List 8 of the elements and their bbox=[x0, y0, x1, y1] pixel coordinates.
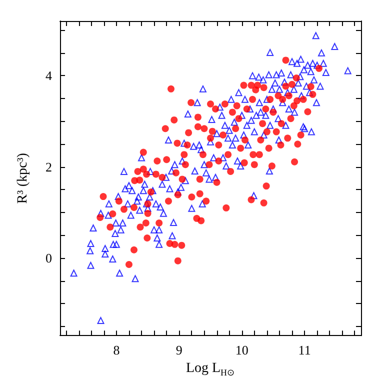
y-tick-label: 2 bbox=[46, 159, 52, 174]
y-tick-label: 0 bbox=[46, 250, 52, 266]
y-axis-title: R³ (kpc³) bbox=[16, 152, 30, 204]
x-tick-label: 8 bbox=[113, 342, 120, 358]
x-tick-label: 11 bbox=[298, 342, 311, 358]
y-tick-label: 4 bbox=[46, 68, 52, 84]
x-tick-label: 9 bbox=[176, 342, 182, 358]
x-tick-label: 10 bbox=[235, 342, 248, 358]
